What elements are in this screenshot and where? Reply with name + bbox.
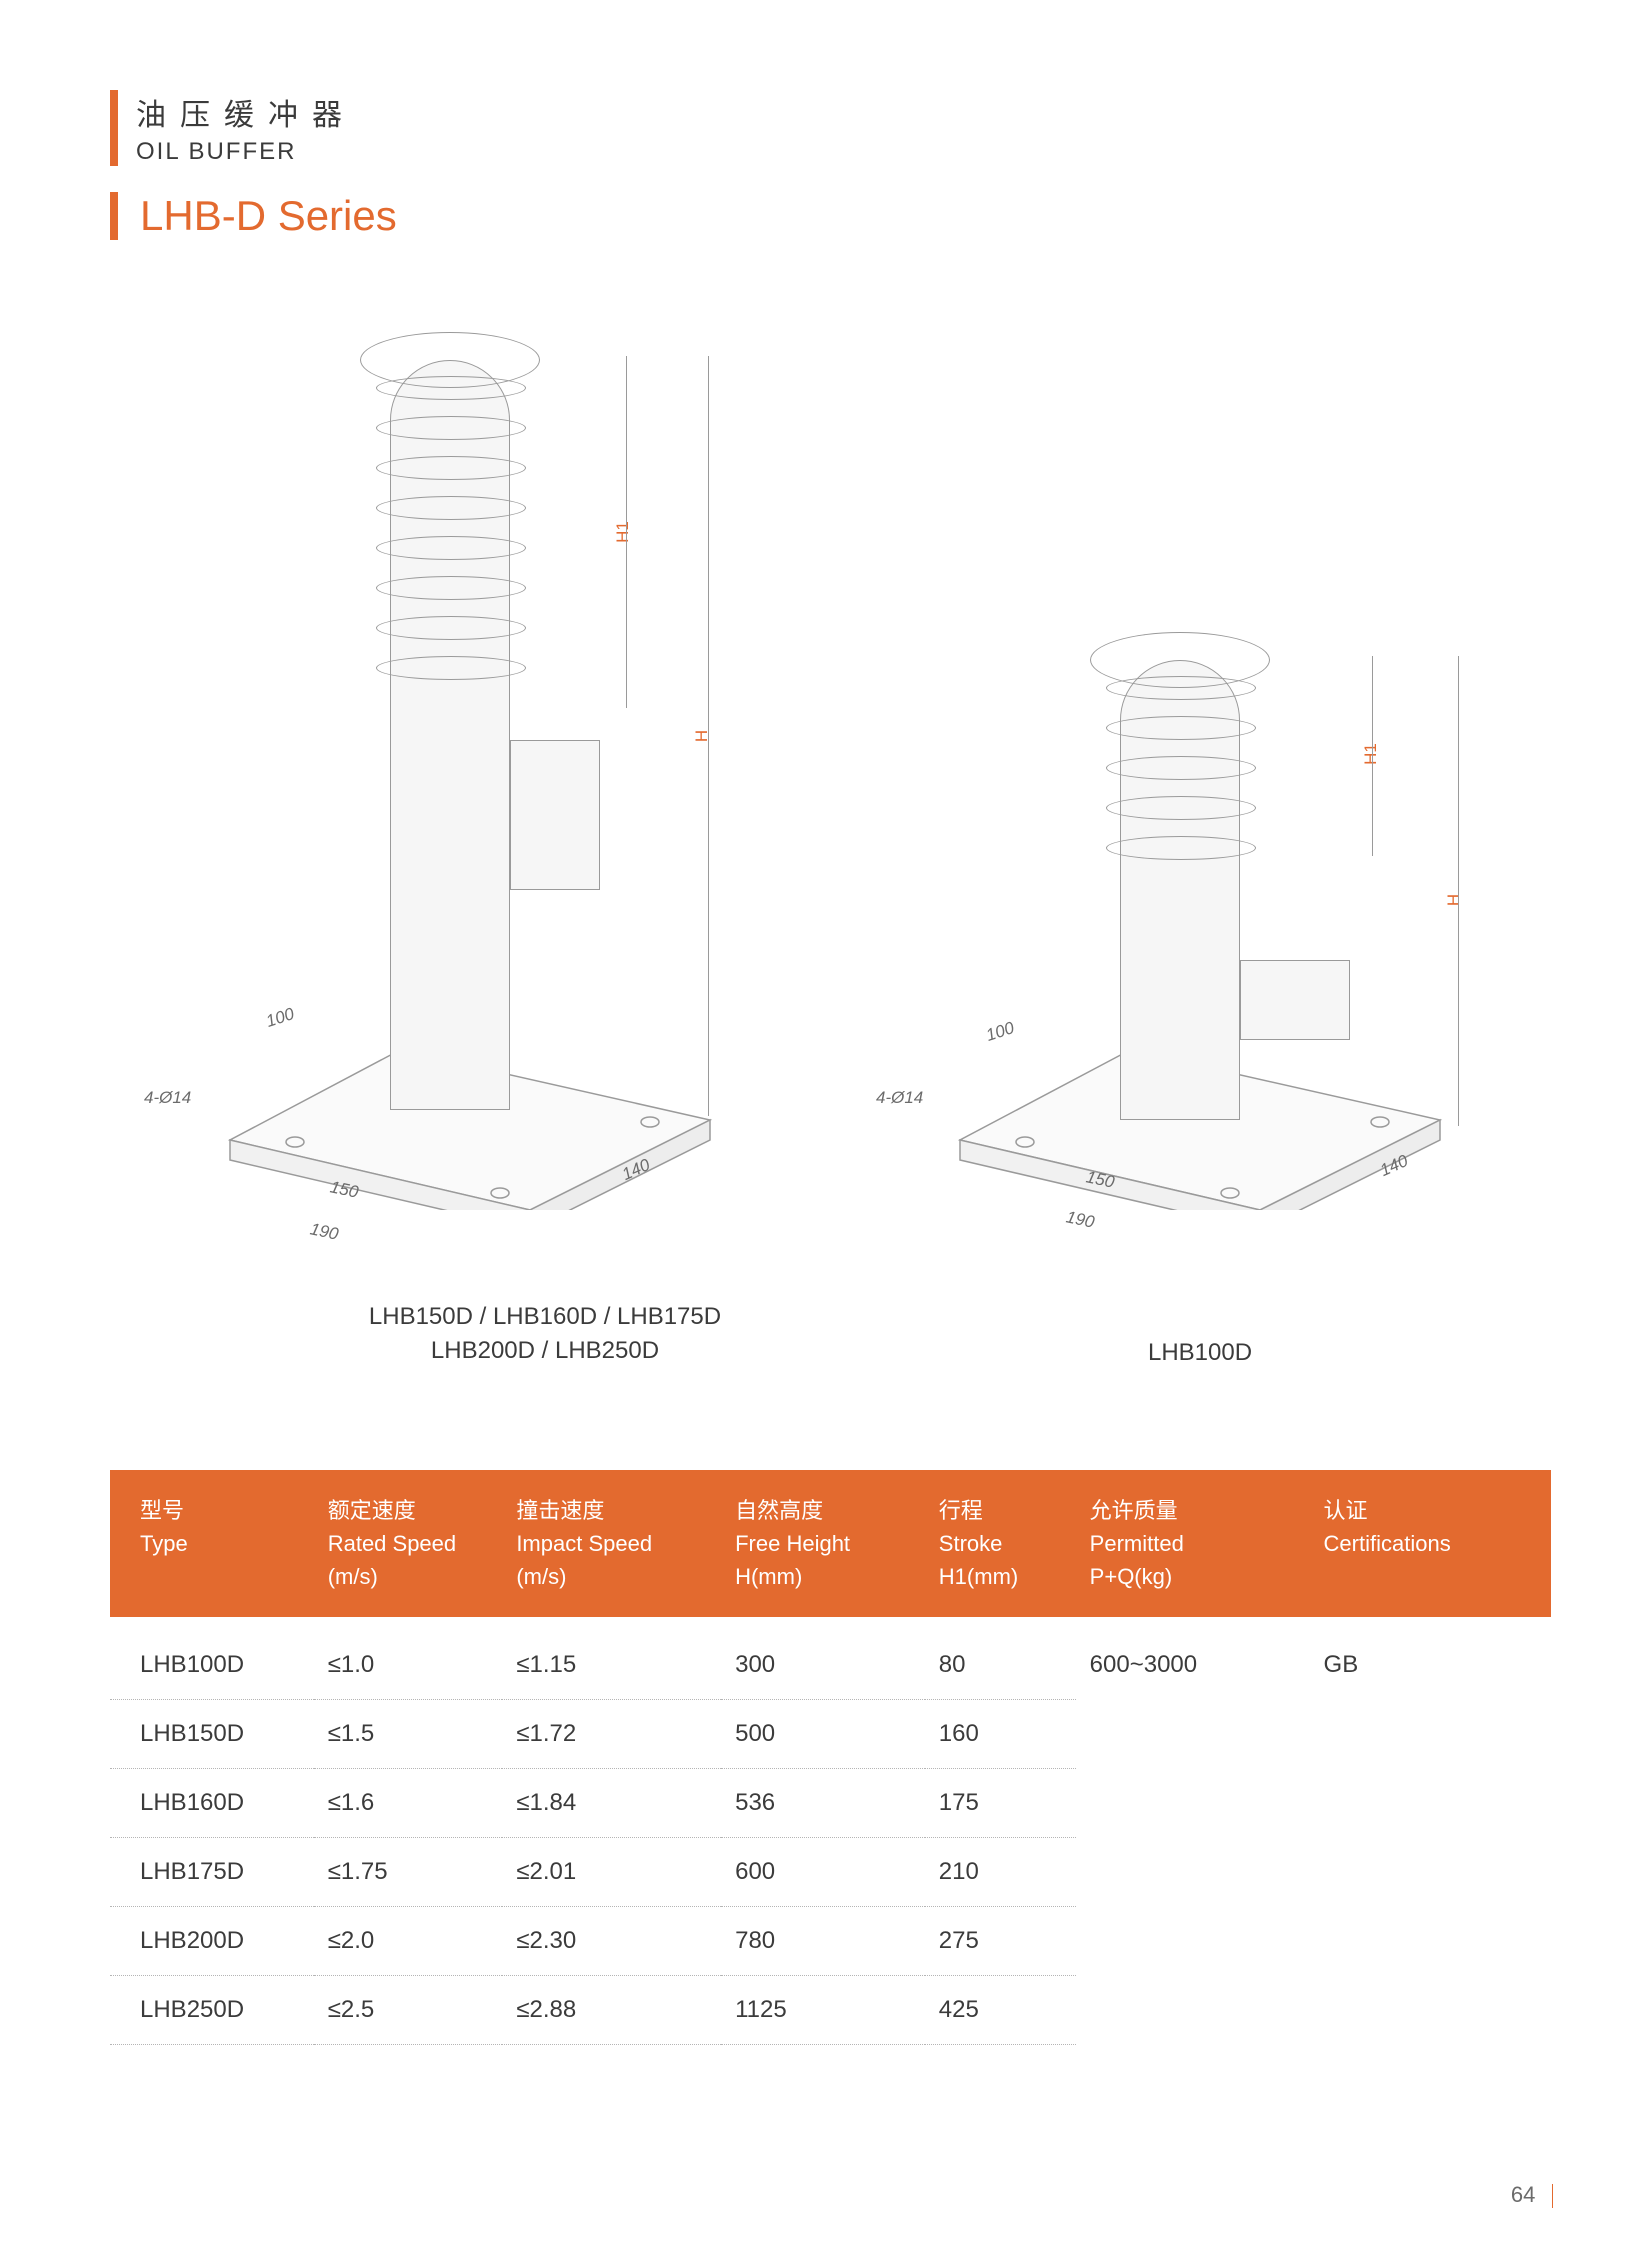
cell-perm [1076,1907,1310,1976]
cell-impact: ≤2.01 [502,1838,721,1907]
cell-impact: ≤1.72 [502,1700,721,1769]
header-text: 油压缓冲器 OIL BUFFER [110,90,1551,166]
cell-cert: GB [1310,1617,1551,1700]
cell-free: 500 [721,1700,925,1769]
dim-hole-label-r: 4-Ø14 [876,1088,923,1108]
cell-type: LHB175D [110,1838,314,1907]
cell-free: 1125 [721,1976,925,2045]
header-cn-title: 油压缓冲器 [136,90,1551,134]
cell-impact: ≤1.84 [502,1769,721,1838]
series-block: LHB-D Series [110,192,1551,240]
header-en-subtitle: OIL BUFFER [136,138,1551,166]
cell-cert [1310,1838,1551,1907]
fig-left-line2: LHB200D / LHB250D [431,1337,659,1364]
dim-h-line [708,356,709,1116]
th-free: 自然高度Free HeightH(mm) [721,1470,925,1617]
figure-caption-left: LHB150D / LHB160D / LHB175D LHB200D / LH… [270,1300,820,1367]
th-cert: 认证Certifications [1310,1470,1551,1617]
th-stroke: 行程StrokeH1(mm) [925,1470,1076,1617]
table-row: LHB160D ≤1.6 ≤1.84 536 175 [110,1769,1551,1838]
table-row: LHB200D ≤2.0 ≤2.30 780 275 [110,1907,1551,1976]
cell-rated: ≤1.75 [314,1838,503,1907]
th-perm: 允许质量PermittedP+Q(kg) [1076,1470,1310,1617]
cell-stroke: 80 [925,1617,1076,1700]
cell-rated: ≤2.5 [314,1976,503,2045]
figure-caption-right: LHB100D [1050,1336,1350,1370]
dim-190-label-r: 190 [1064,1207,1096,1232]
figure-small: 4-Ø14 100 150 190 140 H1 H [910,610,1480,1230]
cell-perm [1076,1838,1310,1907]
cell-type: LHB100D [110,1617,314,1700]
cell-rated: ≤1.6 [314,1769,503,1838]
table-row: LHB250D ≤2.5 ≤2.88 1125 425 [110,1976,1551,2045]
page-number: 64 [1511,2182,1553,2208]
cell-free: 300 [721,1617,925,1700]
table-row: LHB175D ≤1.75 ≤2.01 600 210 [110,1838,1551,1907]
spec-table-body: LHB100D ≤1.0 ≤1.15 300 80 600~3000 GB LH… [110,1617,1551,2045]
series-title: LHB-D Series [110,192,1551,240]
cell-rated: ≤1.0 [314,1617,503,1700]
cell-cert [1310,1907,1551,1976]
table-row: LHB150D ≤1.5 ≤1.72 500 160 [110,1700,1551,1769]
cell-stroke: 175 [925,1769,1076,1838]
cell-impact: ≤2.30 [502,1907,721,1976]
header-accent-bar [110,90,118,166]
figure-large: 4-Ø14 100 150 190 140 H1 H [180,310,750,1230]
dim-h1-line-r [1372,656,1373,856]
dim-h1-label-r: H1 [1361,743,1381,765]
cell-stroke: 210 [925,1838,1076,1907]
spring-large [376,376,526,716]
cell-type: LHB250D [110,1976,314,2045]
dim-h-label-r: H [1444,894,1464,906]
series-accent-bar [110,192,118,240]
spec-table: 型号Type 额定速度Rated Speed(m/s) 撞击速度Impact S… [110,1470,1551,2045]
page-number-bar [1552,2184,1554,2208]
table-row: LHB100D ≤1.0 ≤1.15 300 80 600~3000 GB [110,1617,1551,1700]
cell-perm [1076,1976,1310,2045]
cell-stroke: 275 [925,1907,1076,1976]
spec-table-head: 型号Type 额定速度Rated Speed(m/s) 撞击速度Impact S… [110,1470,1551,1617]
header-block: 油压缓冲器 OIL BUFFER [110,90,1551,166]
fig-left-line1: LHB150D / LHB160D / LHB175D [369,1303,721,1330]
cell-perm [1076,1769,1310,1838]
cell-impact: ≤2.88 [502,1976,721,2045]
dim-190-label: 190 [308,1219,340,1244]
th-impact: 撞击速度Impact Speed(m/s) [502,1470,721,1617]
cell-rated: ≤2.0 [314,1907,503,1976]
spring-small [1106,676,1256,876]
cell-cert [1310,1700,1551,1769]
cell-perm: 600~3000 [1076,1617,1310,1700]
cell-stroke: 425 [925,1976,1076,2045]
cell-impact: ≤1.15 [502,1617,721,1700]
cell-type: LHB160D [110,1769,314,1838]
cell-type: LHB200D [110,1907,314,1976]
page: 油压缓冲器 OIL BUFFER LHB-D Series [0,0,1651,2260]
dim-hole-label: 4-Ø14 [144,1088,191,1108]
dim-h1-line [626,356,627,708]
cell-cert [1310,1976,1551,2045]
th-type: 型号Type [110,1470,314,1617]
cell-perm [1076,1700,1310,1769]
dim-h-line-r [1458,656,1459,1126]
cell-cert [1310,1769,1551,1838]
figure-area: 4-Ø14 100 150 190 140 H1 H [110,300,1551,1440]
dim-h1-label: H1 [613,521,633,543]
switch-bracket-small [1240,960,1350,1040]
cell-free: 780 [721,1907,925,1976]
cell-type: LHB150D [110,1700,314,1769]
cell-free: 536 [721,1769,925,1838]
dim-h-label: H [692,730,712,742]
cell-stroke: 160 [925,1700,1076,1769]
switch-bracket-large [510,740,600,890]
cell-free: 600 [721,1838,925,1907]
page-number-text: 64 [1511,2182,1535,2207]
th-rated: 额定速度Rated Speed(m/s) [314,1470,503,1617]
cell-rated: ≤1.5 [314,1700,503,1769]
